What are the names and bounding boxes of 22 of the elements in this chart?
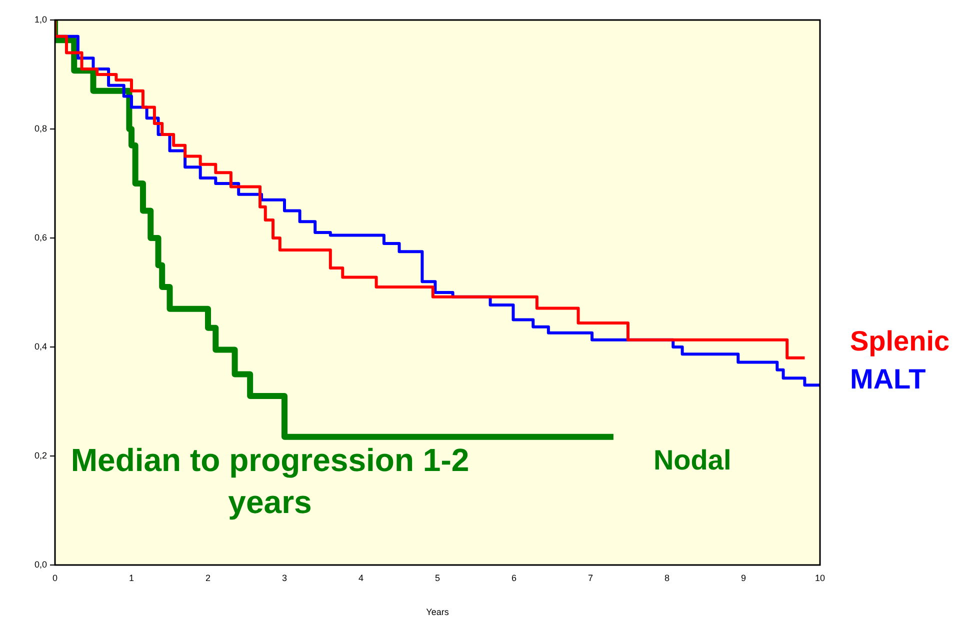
series-label: MALT	[850, 364, 926, 395]
y-tick-label: 0,2	[34, 450, 47, 460]
x-tick-label: 6	[511, 572, 517, 583]
y-tick-label: 1,0	[34, 14, 47, 24]
x-tick-label: 9	[740, 572, 746, 583]
x-tick-label: 5	[434, 572, 440, 583]
y-tick-label: 0,6	[34, 232, 47, 242]
annotation: Median to progression 1-2 years	[70, 441, 470, 522]
x-tick-label: 4	[358, 572, 364, 583]
series-label: Nodal	[653, 444, 732, 476]
y-tick-label: 0,0	[34, 559, 47, 570]
y-tick-label: 0,4	[34, 341, 47, 352]
x-tick-label: 8	[664, 572, 670, 583]
x-tick-label: 10	[814, 572, 826, 583]
y-tick-label: 0,8	[34, 123, 47, 134]
x-tick-label: 7	[588, 572, 594, 583]
x-tick-label: 0	[52, 572, 58, 583]
x-axis-title: Years	[426, 607, 450, 618]
x-tick-label: 3	[282, 572, 288, 583]
x-tick-label: 2	[205, 572, 211, 583]
x-tick-label: 1	[128, 572, 134, 583]
series-label: Splenic	[850, 326, 950, 357]
